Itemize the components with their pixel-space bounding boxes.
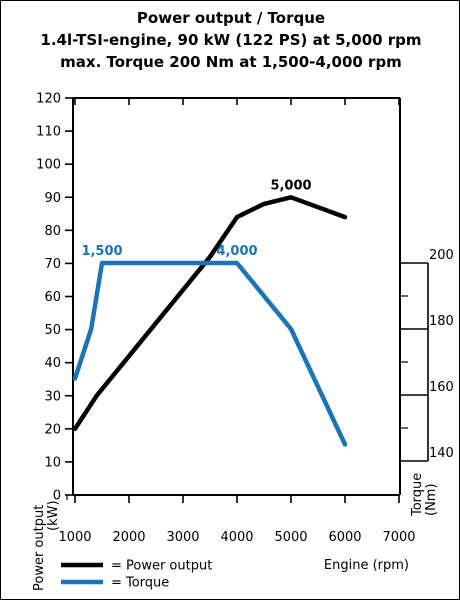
chart-title: Power output / Torque (136, 9, 326, 27)
y-right-tick-label: 140 (429, 446, 454, 461)
legend-equals-0: = (111, 559, 122, 574)
y-right-axis-unit: (Nm) (424, 483, 439, 516)
annotation-1500: 1,500 (81, 244, 122, 259)
y-left-axis-title: Power output (32, 505, 47, 591)
annotation-4000: 4,000 (216, 244, 257, 259)
annotation-5000: 5,000 (270, 178, 311, 193)
series-line-torque (72, 260, 348, 447)
series-line-power-output (72, 195, 348, 432)
y-right-axis-title: Torque (410, 473, 425, 517)
x-tick-label: 5000 (274, 530, 307, 545)
y-left-tick-label: 90 (44, 191, 61, 206)
annotation-layer: 5,000 1,500 4,000 (81, 178, 311, 259)
chart-subtitle-torque: max. Torque 200 Nm at 1,500-4,000 rpm (60, 53, 402, 71)
y-right-tick-label: 200 (429, 248, 454, 263)
y-left-tick-label: 120 (36, 92, 61, 107)
y-left-tick-label: 100 (36, 158, 61, 173)
series-layer (72, 195, 348, 447)
y-left-tick-label: 50 (44, 323, 61, 338)
y-left-tick-label: 110 (36, 125, 61, 140)
y-left-tick-label: 10 (44, 455, 61, 470)
y-left-tick-label: 70 (44, 257, 61, 272)
y-left-tick-label: 20 (44, 422, 61, 437)
y-right-tick-label: 180 (429, 314, 454, 329)
y-left-axis-unit: (kW) (46, 500, 61, 531)
y-left-tick-label: 60 (44, 290, 61, 305)
chart-title-block: Power output / Torque 1.4l-TSI-engine, 9… (1, 7, 460, 73)
x-axis-title: Engine (rpm) (324, 558, 409, 573)
axes: 0 10 20 30 40 50 60 70 80 90 100 110 120 1000 2000 3000… (32, 92, 454, 592)
x-tick-label: 3000 (166, 530, 199, 545)
x-tick-label: 6000 (328, 530, 361, 545)
y-left-tick-label: 30 (44, 389, 61, 404)
x-tick-label: 1000 (58, 530, 91, 545)
legend-label-1: Torque (125, 576, 169, 591)
y-left-tick-label: 0 (53, 489, 61, 504)
chart-subtitle-engine: 1.4l-TSI-engine, 90 kW (122 PS) at 5,000… (40, 31, 422, 49)
legend-label-0: Power output (126, 559, 212, 574)
y-left-tick-label: 40 (44, 356, 61, 371)
x-tick-label: 4000 (220, 530, 253, 545)
y-left-tick-label: 80 (44, 224, 61, 239)
y-right-tick-label: 160 (429, 380, 454, 395)
x-tick-label: 7000 (382, 530, 415, 545)
legend-equals-1: = (111, 576, 122, 591)
x-tick-label: 2000 (112, 530, 145, 545)
legend: = Power output = Torque (61, 559, 212, 591)
